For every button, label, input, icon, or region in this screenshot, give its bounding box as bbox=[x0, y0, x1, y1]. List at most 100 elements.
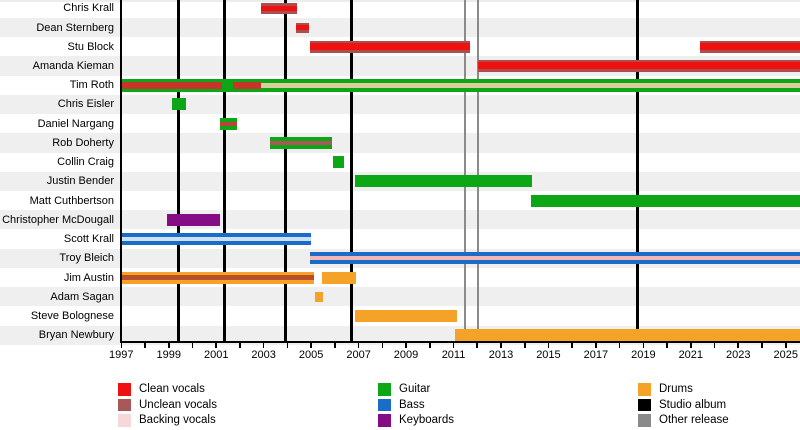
axis-tick bbox=[120, 343, 123, 348]
legend-label-guitar: Guitar bbox=[399, 383, 431, 395]
member-label-rob-doherty: Rob Doherty bbox=[52, 136, 114, 149]
axis-tick bbox=[452, 343, 455, 348]
row-stripe bbox=[0, 287, 800, 307]
member-label-collin-craig: Collin Craig bbox=[57, 156, 114, 169]
timeline-bar-scott-krall-backing_vocals bbox=[121, 237, 312, 242]
axis-tick bbox=[642, 343, 645, 348]
legend-label-unclean-vocals: Unclean vocals bbox=[139, 398, 217, 411]
legend-label-bass: Bass bbox=[399, 398, 425, 411]
axis-year-label: 2009 bbox=[393, 349, 419, 361]
axis-year-label: 2025 bbox=[773, 349, 798, 361]
legend-swatch-drums bbox=[638, 383, 651, 396]
timeline-bar-amanda-kieman-clean_vocals bbox=[478, 62, 800, 70]
timeline-bar-collin-craig-guitar bbox=[332, 156, 345, 169]
studio-album-line bbox=[350, 0, 354, 341]
legend-swatch-guitar bbox=[378, 383, 391, 396]
other-release-line bbox=[463, 0, 466, 341]
timeline-bar-bryan-newbury-drums bbox=[454, 329, 800, 342]
axis-tick bbox=[381, 343, 384, 348]
member-label-troy-bleich: Troy Bleich bbox=[59, 252, 114, 265]
axis-tick bbox=[571, 343, 573, 348]
axis-tick bbox=[523, 343, 526, 348]
timeline-bar-tim-roth-clean_vocals bbox=[121, 81, 223, 89]
axis-tick bbox=[618, 343, 621, 348]
member-label-bryan-newbury: Bryan Newbury bbox=[38, 329, 114, 342]
legend-swatch-other-release bbox=[638, 414, 651, 427]
timeline-bar-justin-bender-guitar bbox=[355, 175, 532, 188]
row-stripe bbox=[0, 133, 800, 153]
axis-tick bbox=[215, 343, 217, 348]
axis-year-label: 2019 bbox=[631, 349, 656, 361]
axis-year-label: 2005 bbox=[298, 349, 324, 361]
axis-year-label: 1999 bbox=[156, 349, 181, 361]
axis-tick bbox=[595, 343, 597, 348]
other-release-line bbox=[477, 0, 480, 341]
studio-album-line bbox=[176, 0, 180, 341]
member-label-scott-krall: Scott Krall bbox=[63, 233, 114, 246]
axis-tick bbox=[334, 343, 336, 348]
timeline-bar-steve-bolognese-drums bbox=[355, 309, 458, 322]
axis-year-label: 2001 bbox=[203, 349, 229, 361]
member-label-stu-block: Stu Block bbox=[67, 40, 114, 53]
member-label-tim-roth: Tim Roth bbox=[69, 79, 114, 92]
axis-tick bbox=[357, 343, 360, 348]
member-label-justin-bender: Justin Bender bbox=[46, 175, 114, 188]
member-label-dean-sternberg: Dean Sternberg bbox=[36, 21, 114, 34]
legend-label-studio-album: Studio album bbox=[659, 398, 727, 411]
axis-year-label: 2007 bbox=[346, 349, 371, 361]
axis-left-border bbox=[119, 0, 122, 343]
timeline-bar-jim-austin-drums bbox=[322, 271, 356, 284]
axis-tick bbox=[239, 343, 241, 348]
axis-year-label: 2015 bbox=[536, 349, 561, 361]
legend-swatch-bass bbox=[378, 398, 391, 411]
studio-album-line bbox=[222, 0, 226, 341]
timeline-bar-rob-doherty-unclean_vocals bbox=[270, 140, 332, 145]
axis-year-label: 2011 bbox=[441, 349, 466, 361]
legend-label-other-release: Other release bbox=[659, 414, 729, 426]
timeline-bar-tim-roth-backing_vocals bbox=[261, 82, 800, 88]
axis-year-label: 2013 bbox=[488, 349, 514, 361]
axis-year-label: 2023 bbox=[726, 349, 751, 361]
axis-tick bbox=[784, 343, 787, 348]
legend-label-clean-vocals: Clean vocals bbox=[139, 383, 205, 395]
row-stripe bbox=[0, 0, 800, 2]
member-label-daniel-nargang: Daniel Nargang bbox=[37, 117, 114, 130]
legend-swatch-clean-vocals bbox=[118, 383, 131, 396]
member-label-matt-cuthbertson: Matt Cuthbertson bbox=[29, 194, 114, 207]
timeline-bar-troy-bleich-backing_vocals bbox=[309, 256, 800, 261]
axis-year-label: 1997 bbox=[109, 349, 134, 361]
timeline-bar-matt-cuthbertson-guitar bbox=[531, 194, 800, 207]
member-label-amanda-kieman: Amanda Kieman bbox=[32, 59, 114, 72]
axis-tick bbox=[713, 343, 716, 348]
legend-label-drums: Drums bbox=[659, 383, 693, 395]
axis-year-label: 2003 bbox=[251, 349, 276, 361]
member-label-chris-eisler: Chris Eisler bbox=[57, 98, 114, 111]
legend-label-keyboards: Keyboards bbox=[399, 414, 454, 426]
timeline-bar-dean-sternberg-clean_vocals bbox=[295, 25, 309, 31]
timeline-bar-daniel-nargang-unclean_vocals bbox=[220, 121, 238, 126]
axis-tick bbox=[690, 343, 692, 348]
axis-tick bbox=[476, 343, 479, 348]
legend: Clean vocals Unclean vocals Backing vocals… bbox=[0, 375, 800, 430]
member-label-steve-bolognese: Steve Bolognese bbox=[30, 309, 114, 322]
member-label-adam-sagan: Adam Sagan bbox=[50, 290, 114, 303]
member-label-jim-austin: Jim Austin bbox=[63, 271, 114, 284]
legend-swatch-backing-vocals bbox=[118, 414, 131, 427]
legend-label-backing-vocals: Backing vocals bbox=[139, 414, 216, 426]
member-label-christopher-mcdougall: Christopher McDougall bbox=[2, 213, 114, 226]
studio-album-line bbox=[636, 0, 640, 341]
axis-tick bbox=[547, 343, 550, 348]
axis-tick bbox=[144, 343, 146, 348]
timeline-bar-stu-block-clean_vocals bbox=[700, 43, 800, 51]
axis-tick bbox=[191, 343, 194, 348]
axis-tick bbox=[167, 343, 170, 348]
member-label-chris-krall: Chris Krall bbox=[63, 2, 114, 15]
axis-tick bbox=[428, 343, 431, 348]
axis-tick bbox=[666, 343, 668, 348]
timeline-bar-christopher-mcdougall-keyboards bbox=[167, 213, 220, 226]
timeline-bar-jim-austin-unclean_vocals bbox=[121, 275, 314, 281]
axis-tick bbox=[286, 343, 289, 348]
row-stripe bbox=[0, 94, 800, 115]
legend-swatch-keyboards bbox=[378, 414, 391, 427]
